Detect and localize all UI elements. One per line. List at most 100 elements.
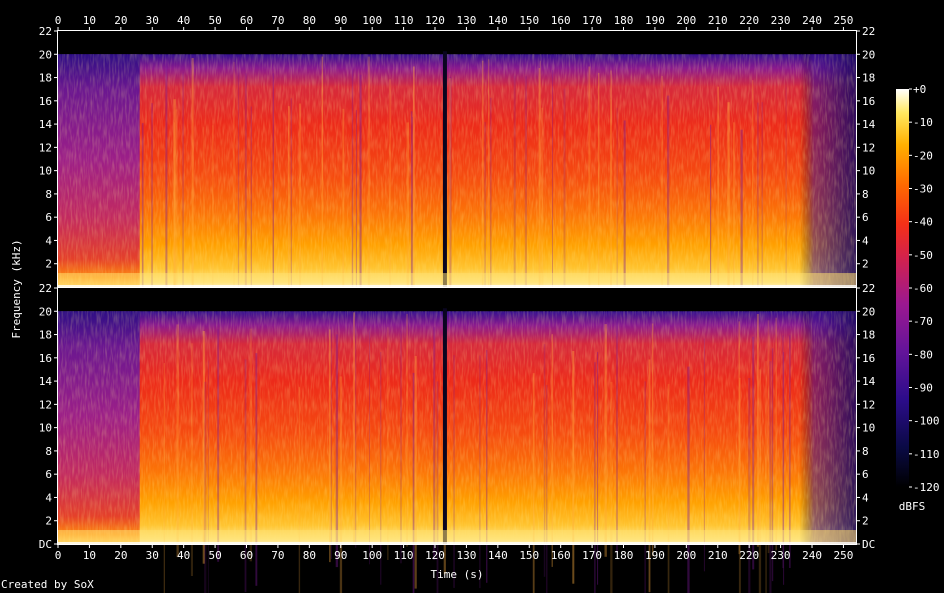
x-tick-label-top: 90: [334, 14, 347, 27]
transient-streak: [532, 373, 535, 593]
y-tick-label-right: 4: [862, 491, 869, 504]
x-tick-label-bottom: 200: [676, 549, 696, 562]
transient-streak: [233, 61, 235, 295]
sox-credit: Created by SoX: [1, 578, 94, 591]
x-tick-label-bottom: 130: [456, 549, 476, 562]
transient-streak: [204, 381, 207, 593]
x-axis-label: Time (s): [431, 568, 484, 581]
transient-streak: [410, 111, 413, 344]
transient-streak: [651, 323, 654, 557]
transient-streak: [163, 363, 165, 593]
x-tick-label-top: 10: [83, 14, 96, 27]
spectrogram-panel-top: [57, 30, 857, 363]
spectral-texture: [58, 54, 856, 287]
transient-streak: [321, 56, 324, 290]
transient-streak: [789, 335, 791, 568]
transient-streak: [355, 110, 357, 343]
y-tick-label-right: 14: [862, 375, 876, 388]
y-tick-label-right: 14: [862, 118, 876, 131]
transient-streak: [604, 324, 607, 557]
colorbar-tick-label: -80: [913, 348, 933, 361]
y-tick-label-right: 12: [862, 141, 875, 154]
y-tick-label-right: 16: [862, 95, 875, 108]
transient-streak: [572, 351, 575, 584]
x-tick-label-top: 250: [833, 14, 853, 27]
y-axis-label: Frequency (kHz): [10, 239, 23, 338]
transient-streak: [758, 369, 762, 593]
transient-streak: [207, 360, 209, 593]
transient-streak: [414, 355, 417, 589]
transient-streak: [413, 66, 415, 300]
x-tick-label-top: 150: [519, 14, 539, 27]
x-tick-label-bottom: 140: [488, 549, 508, 562]
transient-streak: [588, 66, 591, 300]
x-tick-label-top: 240: [802, 14, 822, 27]
y-tick-label-right: 2: [862, 515, 869, 528]
transient-streak: [288, 106, 290, 339]
x-tick-label-bottom: 100: [362, 549, 382, 562]
y-tick-label-left: 20: [39, 305, 52, 318]
y-tick-label-right: 6: [862, 468, 869, 481]
transient-streak: [563, 88, 566, 322]
x-tick-label-top: 170: [582, 14, 602, 27]
panel-frame: [57, 287, 857, 545]
bass-band: [58, 530, 856, 544]
transient-streak: [406, 313, 408, 547]
transient-streak: [354, 315, 357, 548]
transient-streak: [433, 327, 436, 560]
x-tick-label-bottom: 230: [771, 549, 791, 562]
transient-streak: [539, 60, 541, 294]
colorbar-unit-label: dBFS: [899, 500, 926, 513]
transient-streak: [367, 56, 371, 290]
transient-streak: [717, 86, 719, 320]
transient-streak: [453, 355, 455, 588]
transient-streak: [769, 361, 772, 593]
transient-streak: [524, 76, 527, 309]
transient-streak: [616, 107, 618, 341]
transient-streak: [761, 102, 763, 335]
transient-streak: [727, 102, 730, 335]
colorbar-tick-label: -60: [913, 282, 933, 295]
transient-streak: [541, 107, 544, 341]
y-tick-label-right: 20: [862, 48, 875, 61]
transient-streak: [342, 108, 345, 342]
x-tick-label-top: 20: [114, 14, 127, 27]
spectral-texture: [58, 311, 856, 544]
transient-streak: [298, 386, 301, 593]
transient-streak: [610, 381, 613, 593]
x-tick-label-bottom: 50: [208, 549, 221, 562]
transient-streak: [389, 79, 392, 312]
y-tick-label-left: 12: [39, 141, 52, 154]
x-tick-label-bottom: 70: [271, 549, 284, 562]
transient-streak: [436, 381, 439, 593]
transient-streak: [250, 106, 252, 340]
y-tick-label-left: 8: [45, 188, 52, 201]
y-tick-label-left: 2: [45, 515, 52, 528]
x-tick-label-bottom: 120: [425, 549, 445, 562]
transient-streak: [667, 95, 670, 329]
transient-streak: [244, 359, 247, 593]
x-tick-label-bottom: 90: [334, 549, 347, 562]
x-tick-label-top: 100: [362, 14, 382, 27]
x-tick-label-top: 40: [177, 14, 190, 27]
transient-streak: [182, 72, 184, 305]
bass-band: [58, 273, 856, 287]
x-tick-label-top: 80: [303, 14, 316, 27]
x-tick-label-bottom: 110: [394, 549, 414, 562]
transient-streak: [359, 74, 362, 308]
x-tick-label-bottom: 150: [519, 549, 539, 562]
transient-streak: [748, 378, 751, 593]
transient-streak: [752, 336, 755, 570]
transient-streak: [551, 334, 553, 567]
colorbar: +0 -10 -20 -30 -40 -50 -60 -70 -80 -90 -100 -110 -12…: [896, 83, 940, 494]
y-tick-label-right: 10: [862, 165, 875, 178]
y-tick-label-left: 14: [39, 118, 53, 131]
transient-streak: [479, 355, 481, 589]
x-tick-label-top: 230: [771, 14, 791, 27]
y-tick-label-right: 8: [862, 445, 869, 458]
x-tick-label-bottom: 170: [582, 549, 602, 562]
transient-streak: [237, 56, 240, 290]
transient-streak: [765, 361, 767, 593]
y-tick-label-left: 20: [39, 48, 52, 61]
x-tick-label-top: 130: [456, 14, 476, 27]
